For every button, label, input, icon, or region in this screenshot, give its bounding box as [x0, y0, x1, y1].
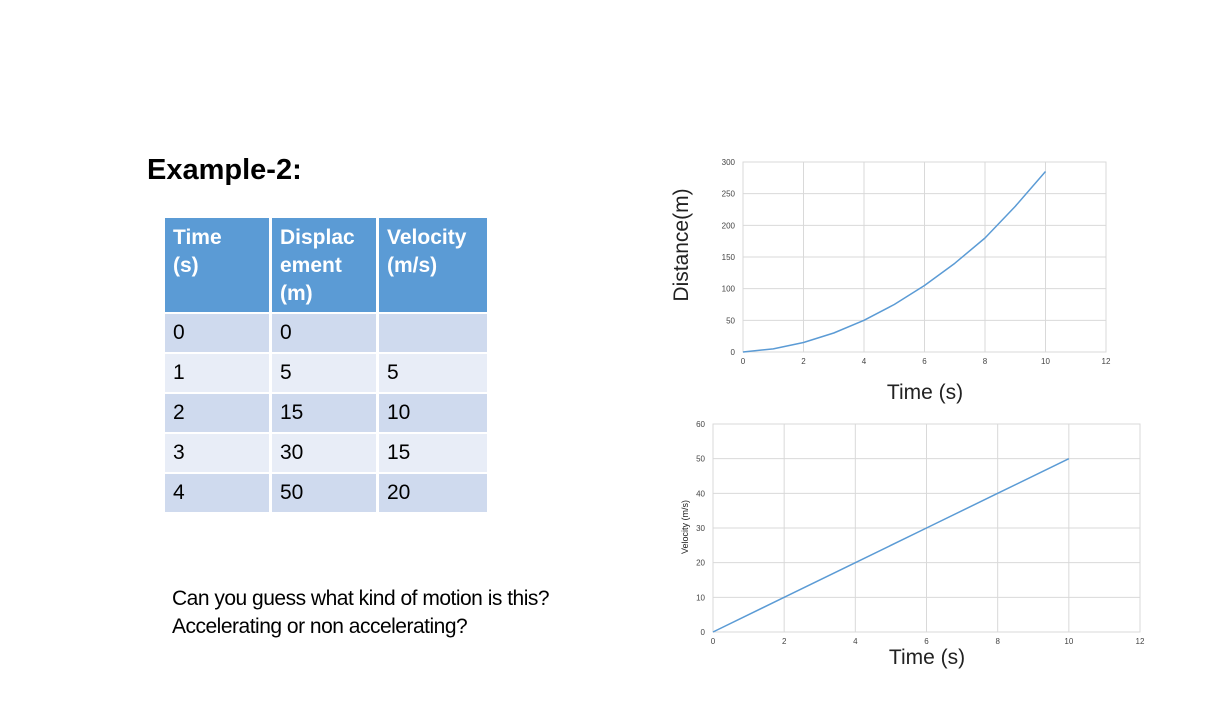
y-tick-label: 40 — [696, 489, 705, 498]
y-tick-label: 0 — [731, 348, 736, 357]
y-axis-label: Velocity (m/s) — [680, 500, 690, 554]
y-tick-label: 250 — [722, 190, 736, 199]
x-tick-label: 8 — [995, 637, 1000, 646]
cell-time: 4 — [165, 474, 269, 512]
header-displacement: Displac ement (m) — [272, 218, 376, 312]
x-tick-label: 6 — [922, 357, 927, 366]
table-row: 3 30 15 — [165, 434, 487, 472]
y-tick-label: 50 — [726, 316, 735, 325]
header-time: Time (s) — [165, 218, 269, 312]
y-tick-label: 300 — [722, 158, 736, 167]
header-displacement-line: ement — [280, 254, 342, 277]
question-line: Accelerating or non accelerating? — [172, 615, 468, 638]
x-tick-label: 2 — [801, 357, 806, 366]
series-line — [712, 457, 1070, 633]
cell-velocity: 5 — [379, 354, 487, 392]
y-tick-label: 60 — [696, 420, 705, 429]
x-tick-label: 8 — [983, 357, 988, 366]
cell-velocity: 20 — [379, 474, 487, 512]
slide-title: Example-2: — [147, 154, 302, 186]
cell-velocity — [379, 314, 487, 352]
y-tick-label: 20 — [696, 559, 705, 568]
y-tick-label: 0 — [701, 628, 706, 637]
table-header-row: Time (s) Displac ement (m) Velocity (m/s… — [165, 218, 487, 312]
x-tick-label: 12 — [1136, 637, 1145, 646]
velocity-time-chart: 0 2 4 6 8 10 12 0 10 20 30 40 50 60 Time (s) Velocity (… — [680, 420, 1145, 669]
distance-time-chart: 0 2 4 6 8 10 12 0 50 100 150 200 250 300 Time (s) Dista… — [670, 158, 1111, 404]
header-velocity-line: (m/s) — [387, 254, 438, 277]
cell-velocity: 10 — [379, 394, 487, 432]
question-line: Can you guess what kind of motion is thi… — [172, 587, 550, 610]
header-velocity: Velocity (m/s) — [379, 218, 487, 312]
y-tick-label: 150 — [722, 253, 736, 262]
cell-displacement: 15 — [272, 394, 376, 432]
x-tick-label: 2 — [782, 637, 787, 646]
y-tick-label: 30 — [696, 524, 705, 533]
x-tick-label: 4 — [853, 637, 858, 646]
x-tick-label: 10 — [1041, 357, 1050, 366]
cell-displacement: 0 — [272, 314, 376, 352]
cell-time: 3 — [165, 434, 269, 472]
motion-data-table: Time (s) Displac ement (m) Velocity (m/s… — [162, 216, 490, 514]
cell-velocity: 15 — [379, 434, 487, 472]
x-axis-label: Time (s) — [889, 646, 965, 669]
x-tick-label: 6 — [924, 637, 929, 646]
y-tick-label: 10 — [696, 593, 705, 602]
x-tick-label: 10 — [1064, 637, 1073, 646]
x-tick-label: 0 — [711, 637, 716, 646]
cell-time: 0 — [165, 314, 269, 352]
x-axis-label: Time (s) — [887, 381, 963, 404]
question-text: Can you guess what kind of motion is thi… — [172, 585, 550, 641]
series-line — [742, 171, 1047, 353]
header-velocity-line: Velocity — [387, 226, 467, 249]
cell-time: 2 — [165, 394, 269, 432]
cell-time: 1 — [165, 354, 269, 392]
header-time-line: (s) — [173, 254, 199, 277]
table-row: 0 0 — [165, 314, 487, 352]
header-time-line: Time — [173, 226, 222, 249]
x-tick-label: 0 — [741, 357, 746, 366]
header-displacement-line: (m) — [280, 282, 313, 305]
table-row: 2 15 10 — [165, 394, 487, 432]
x-tick-label: 12 — [1102, 357, 1111, 366]
header-displacement-line: Displac — [280, 226, 355, 249]
cell-displacement: 50 — [272, 474, 376, 512]
y-tick-label: 50 — [696, 455, 705, 464]
table-row: 4 50 20 — [165, 474, 487, 512]
y-tick-label: 100 — [722, 285, 736, 294]
y-axis-label: Distance(m) — [670, 188, 693, 301]
x-tick-label: 4 — [862, 357, 867, 366]
cell-displacement: 5 — [272, 354, 376, 392]
table-row: 1 5 5 — [165, 354, 487, 392]
y-tick-label: 200 — [722, 221, 736, 230]
cell-displacement: 30 — [272, 434, 376, 472]
